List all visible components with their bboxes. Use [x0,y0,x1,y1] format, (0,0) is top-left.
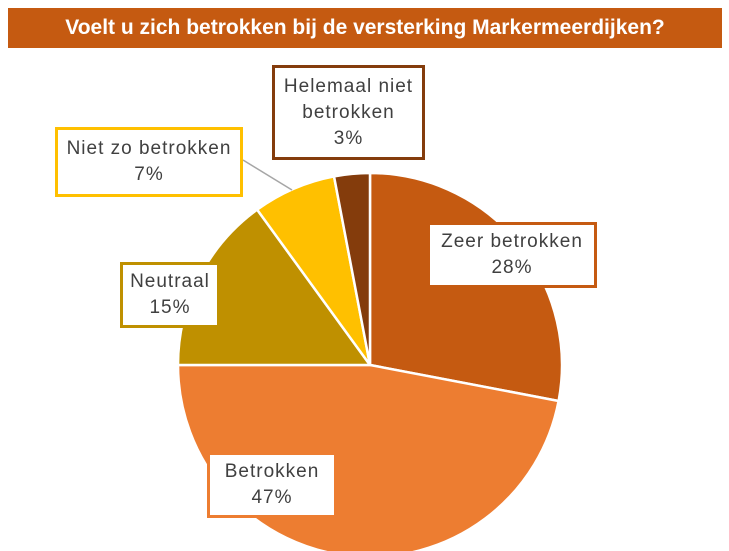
label-value: 15% [149,297,191,318]
data-label: Betrokken 47% [207,452,337,518]
data-label: Neutraal 15% [120,262,220,328]
label-value: 7% [134,164,164,185]
leader-line [242,159,293,191]
label-name: Zeer betrokken [441,231,583,252]
pie-slice [332,171,372,366]
label-value: 3% [333,127,364,149]
data-label: Zeer betrokken 28% [427,222,597,288]
chart-title: Voelt u zich betrokken bij de versterkin… [8,8,722,48]
data-label: Helemaal niet betrokken 3% [272,65,425,160]
label-value: 28% [491,257,533,278]
data-label: Niet zo betrokken 7% [55,127,243,197]
label-value: 47% [251,487,293,508]
label-name: Helemaal niet betrokken [283,75,414,123]
label-name: Niet zo betrokken [66,138,232,159]
label-name: Betrokken [224,461,320,482]
label-name: Neutraal [130,271,210,292]
